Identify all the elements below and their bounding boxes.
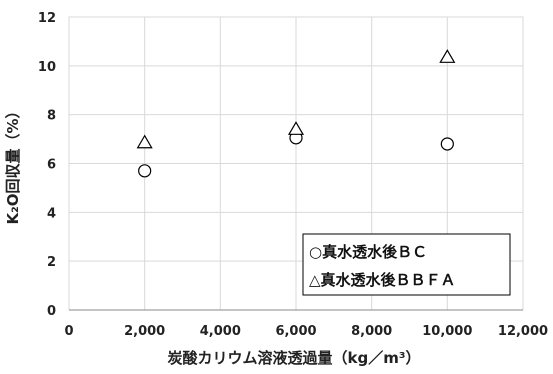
legend-entry-triangle: △真水透水後ＢＢＦＡ [309,271,456,289]
y-axis-title: K₂O回収量（%） [4,104,22,225]
y-tick-label: 4 [47,206,56,221]
y-tick-label: 2 [47,255,56,270]
y-tick-label: 10 [38,60,56,75]
legend-box [302,233,511,296]
y-tick-label: 0 [47,304,56,319]
data-point-circle [138,164,152,178]
x-tick-label: 4,000 [200,324,241,339]
legend: ○真水透水後ＢＣ △真水透水後ＢＢＦＡ [302,233,511,296]
x-tick-label: 8,000 [351,324,392,339]
legend-entry-circle: ○真水透水後ＢＣ [309,243,427,261]
x-tick-label: 12,000 [498,324,548,339]
y-tick-labels: 0 2 4 6 8 10 12 [38,11,56,319]
x-tick-label: 0 [64,324,73,339]
y-tick-label: 6 [47,158,56,173]
y-tick-label: 8 [47,109,56,124]
x-tick-label: 6,000 [275,324,316,339]
data-point-triangle [136,134,153,149]
x-tick-label: 10,000 [422,324,472,339]
y-tick-label: 12 [38,11,56,26]
data-series [136,49,456,178]
data-point-triangle [287,121,305,135]
x-axis-title: 炭酸カリウム溶液透過量（kg／m³） [168,349,421,367]
x-tick-labels: 0 2,000 4,000 6,000 8,000 10,000 12,000 [64,324,548,339]
grid-lines [68,16,524,311]
data-point-circle [440,137,454,151]
x-tick-label: 2,000 [124,324,165,339]
data-point-triangle [439,49,456,63]
